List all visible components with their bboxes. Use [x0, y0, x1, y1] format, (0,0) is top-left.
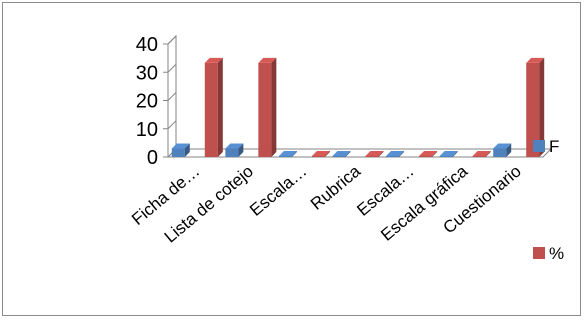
chart-frame: 0 10 20 30 40 Ficha de… Lista de cotejo Escala……: [2, 2, 581, 316]
bar-pct-side: [539, 57, 545, 157]
bar-pct-top: [311, 151, 330, 156]
bar-f-front: [493, 148, 507, 157]
bar-f-front: [171, 148, 185, 157]
bar-pct-front: [419, 156, 433, 157]
bar-pct-top: [419, 151, 438, 156]
y-tick-label: 10: [136, 119, 158, 141]
bar-f-front: [225, 148, 239, 157]
bar-pct-top: [258, 57, 277, 63]
bar-pct-side: [378, 151, 384, 157]
bar-f-side: [399, 151, 405, 157]
legend-swatch-0: [533, 140, 545, 152]
bar-f-top: [332, 151, 351, 156]
y-tick-depth: [167, 92, 177, 101]
y-tick-depth: [167, 63, 177, 73]
bar-f-side: [345, 151, 351, 157]
bar-f-front: [386, 156, 400, 157]
y-tick-label: 0: [147, 147, 158, 169]
y-tick-label: 40: [136, 34, 158, 56]
legend-label-0: F: [549, 137, 559, 156]
bar-pct-top: [365, 151, 384, 156]
bar-pct-side: [217, 57, 223, 157]
bar-pct-front: [365, 156, 379, 157]
bar-f-front: [439, 156, 453, 157]
bar-pct-front: [526, 62, 540, 157]
bar-pct-front: [204, 62, 218, 157]
legend-label-1: %: [549, 244, 564, 263]
bar-f-top: [439, 151, 458, 156]
category-label: Escala…: [246, 162, 310, 220]
bar-pct-side: [432, 151, 438, 157]
legend-swatch-1: [533, 247, 545, 259]
bar-pct-front: [258, 62, 272, 157]
bar-f-top: [171, 143, 190, 149]
bar-f-side: [452, 151, 458, 157]
bar-f-top: [278, 151, 297, 156]
bar-f-front: [332, 156, 346, 157]
bar-pct-top: [472, 151, 491, 156]
bar-f-top: [225, 143, 244, 149]
bar-pct-side: [271, 57, 277, 157]
bar-f-side: [506, 143, 512, 157]
y-tick-depth: [167, 35, 177, 45]
bar-pct-top: [204, 57, 223, 63]
bar-f-top: [493, 143, 512, 149]
bar-pct-front: [472, 156, 486, 157]
y-tick-label: 20: [136, 91, 158, 113]
bar-pct-top: [526, 57, 545, 63]
y-tick-label: 30: [136, 62, 158, 84]
bar-f-side: [291, 151, 297, 157]
y-tick-depth: [167, 120, 177, 130]
bar-f-side: [184, 143, 190, 157]
bar-pct-side: [324, 151, 330, 157]
bar-pct-front: [311, 156, 325, 157]
bar-f-front: [278, 156, 292, 157]
bar-f-side: [238, 143, 244, 157]
bar-f-top: [386, 151, 405, 156]
bar-pct-side: [485, 151, 491, 157]
